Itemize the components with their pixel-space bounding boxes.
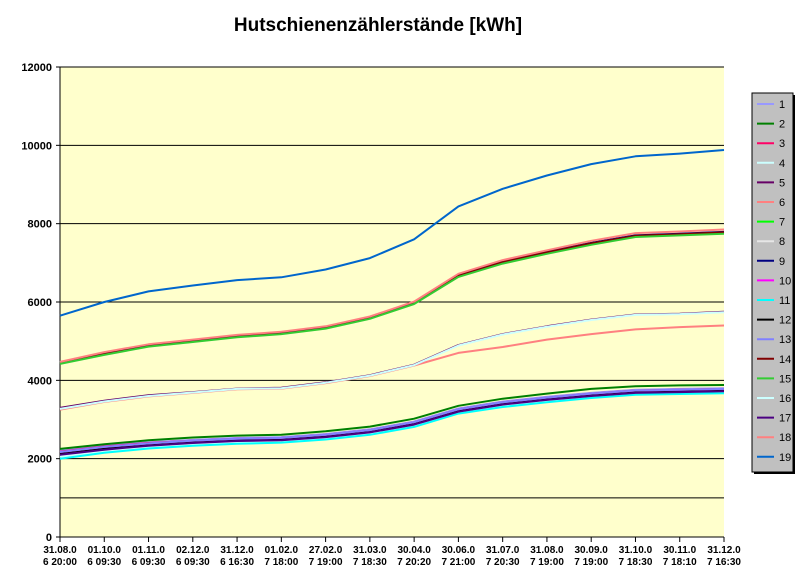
legend-label: 17 xyxy=(779,413,791,425)
series-line-19 xyxy=(59,149,725,317)
series-line-16 xyxy=(59,311,725,410)
legend-label: 4 xyxy=(779,158,785,170)
y-tick-label: 8000 xyxy=(28,219,52,231)
legend-label: 5 xyxy=(779,177,785,189)
legend-label: 19 xyxy=(779,452,791,464)
legend-label: 2 xyxy=(779,119,785,131)
legend-label: 11 xyxy=(779,295,790,307)
legend-label: 15 xyxy=(779,373,791,385)
x-tick-label: 02.12.0 6 09:30 xyxy=(176,545,210,568)
x-tick-label: 31.08.0 7 19:00 xyxy=(530,545,564,568)
legend-label: 10 xyxy=(779,275,791,287)
plot-area: 0 2000 4000 6000 8000 10000 12000 31.08.0 6 20:0… xyxy=(21,62,741,568)
legend-label: 18 xyxy=(779,432,791,444)
chart-title: Hutschienenzählerstände [kWh] xyxy=(234,15,522,36)
legend-label: 9 xyxy=(779,256,785,268)
series-line-18 xyxy=(59,228,725,363)
legend-label: 14 xyxy=(779,354,791,366)
x-tick-label: 30.06.0 7 21:00 xyxy=(441,545,475,568)
x-tick-label: 30.11.0 7 18:10 xyxy=(663,545,697,568)
legend-label: 12 xyxy=(779,315,791,327)
x-tick-label: 31.07.0 7 20:30 xyxy=(486,545,520,568)
legend-label: 1 xyxy=(779,99,785,111)
legend-label: 8 xyxy=(779,236,785,248)
y-tick-label: 10000 xyxy=(21,140,52,152)
x-tick-label: 30.04.0 7 20:20 xyxy=(397,545,431,568)
x-tick-label: 31.03.0 7 18:30 xyxy=(353,545,387,568)
y-tick-label: 0 xyxy=(46,532,52,544)
y-tick-label: 12000 xyxy=(21,62,52,74)
y-tick-label: 6000 xyxy=(28,297,52,309)
series-line-13 xyxy=(59,387,725,453)
series-line-2 xyxy=(59,384,725,450)
legend-label: 3 xyxy=(779,138,785,150)
x-tick-label: 30.09.0 7 19:00 xyxy=(574,545,608,568)
legend-label: 16 xyxy=(779,393,791,405)
legend-label: 7 xyxy=(779,217,785,229)
x-tick-label: 31.12.0 6 16:30 xyxy=(220,545,254,568)
series-line-15 xyxy=(59,232,725,365)
series-line-11 xyxy=(59,392,725,460)
x-tick-label: 01.02.0 7 18:00 xyxy=(264,545,298,568)
x-tick-label: 01.10.0 6 09:30 xyxy=(87,545,121,568)
x-tick-label: 01.11.0 6 09:30 xyxy=(132,545,166,568)
legend-box xyxy=(751,92,794,473)
x-tick-label: 31.10.0 7 18:30 xyxy=(619,545,653,568)
y-tick-label: 4000 xyxy=(28,375,52,387)
x-tick-label: 27.02.0 7 19:00 xyxy=(309,545,343,568)
x-tick-label: 31.08.0 6 20:00 xyxy=(43,545,77,568)
legend-label: 13 xyxy=(779,334,791,346)
legend-label: 6 xyxy=(779,197,785,209)
series-line-17 xyxy=(59,390,725,456)
y-tick-label: 2000 xyxy=(28,454,52,466)
x-tick-label: 31.12.0 7 16:30 xyxy=(707,545,741,568)
